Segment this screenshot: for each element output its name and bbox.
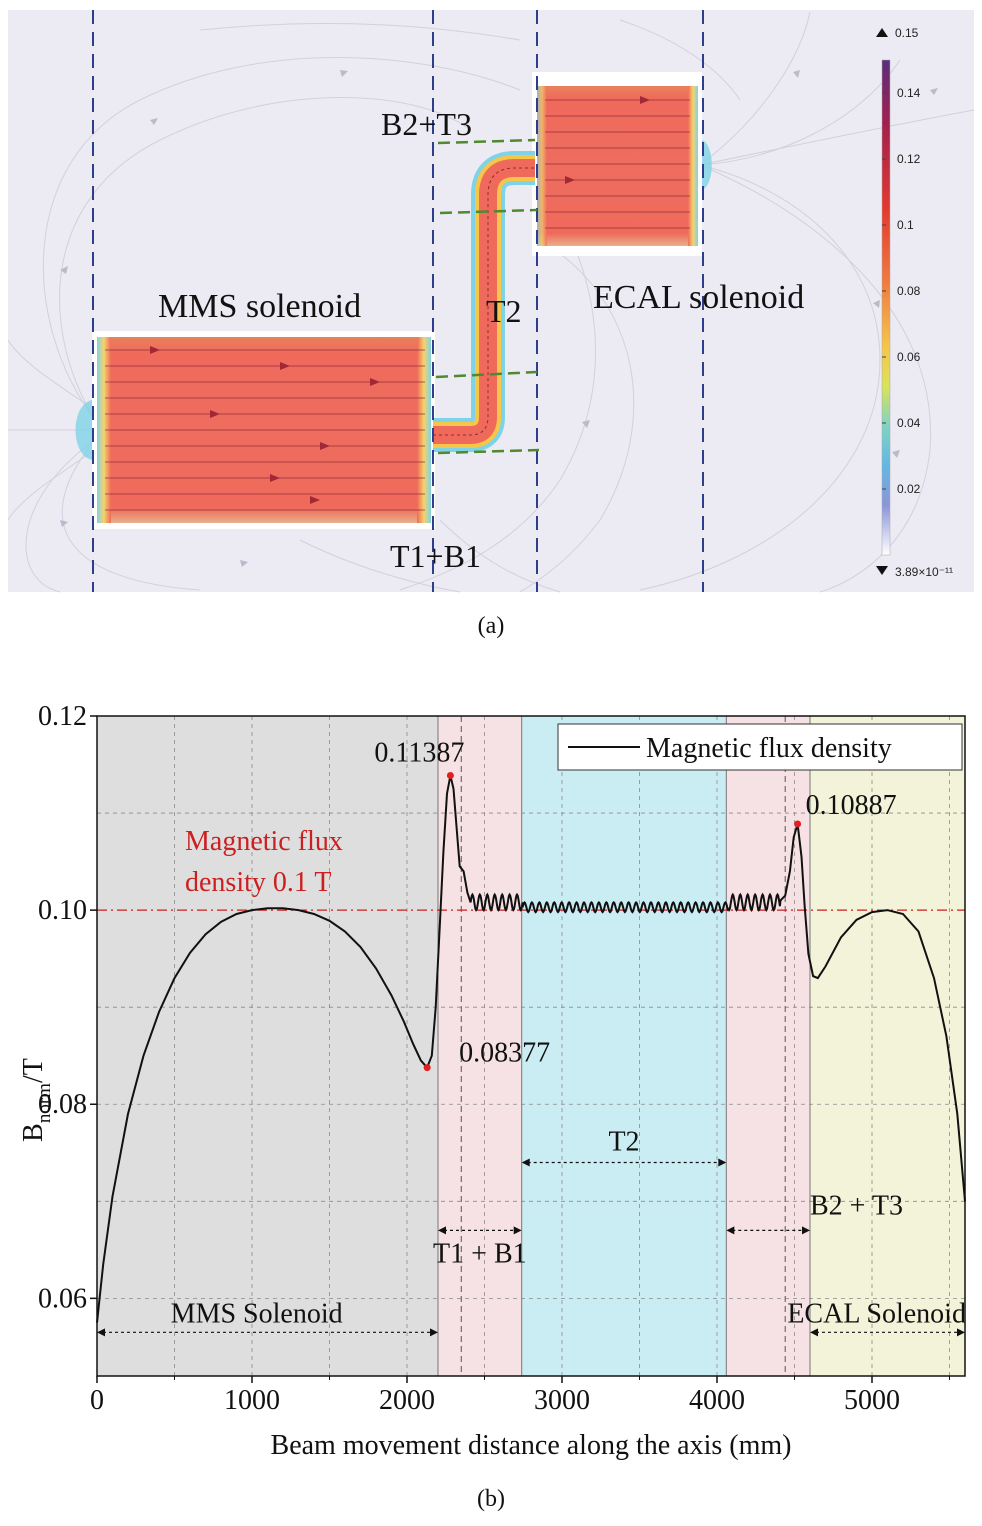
arrowhead-left-icon xyxy=(810,1328,818,1337)
x-tick-label: 2000 xyxy=(379,1385,435,1416)
legend: Magnetic flux density xyxy=(557,723,963,771)
mms-solenoid-body xyxy=(92,331,435,529)
arrowhead-right-icon xyxy=(802,1226,810,1235)
flux-density-curve xyxy=(96,775,966,1323)
axes-layer: 0 1000 2000 3000 4000 5000 0.06 0.08 0.10 0.12 xyxy=(38,701,966,1416)
panel-b-caption: (b) xyxy=(477,1486,505,1512)
chart-labels: MMS Solenoid T1 + B1 T2 B2 + T3 ECAL Solenoi… xyxy=(97,1126,966,1337)
colorbar-max-label: 0.15 xyxy=(895,26,919,40)
colorbar-tick-label: 0.08 xyxy=(897,284,921,298)
arrowhead-right-icon xyxy=(513,1226,522,1235)
ecal-solenoid-label: ECAL solenoid xyxy=(593,279,804,316)
region-span-label: T2 xyxy=(608,1126,639,1157)
legend-label: Magnetic flux density xyxy=(646,733,892,764)
region-span-label: MMS Solenoid xyxy=(171,1298,343,1329)
region-band xyxy=(97,716,438,1376)
y-tick-label: 0.06 xyxy=(38,1283,87,1314)
arrowhead-right-icon xyxy=(957,1328,965,1337)
y-axis-title-main: B xyxy=(18,1123,49,1142)
annotated-point xyxy=(446,771,454,779)
region-band xyxy=(438,716,522,1376)
reference-label-line2: density 0.1 T xyxy=(185,867,331,898)
region-span-label: T1 + B1 xyxy=(433,1238,527,1269)
colorbar-tick-label: 0.02 xyxy=(897,482,921,496)
annotated-point xyxy=(794,820,802,828)
arrowhead-right-icon xyxy=(718,1158,727,1167)
colorbar-max-marker-icon xyxy=(876,28,888,37)
x-tick-label: 4000 xyxy=(689,1385,745,1416)
mms-solenoid-label: MMS solenoid xyxy=(158,288,361,325)
panel-a-caption: (a) xyxy=(477,613,505,639)
colorbar-tick-label: 0.12 xyxy=(897,152,921,166)
x-tick-label: 1000 xyxy=(224,1385,280,1416)
x-axis-title: Beam movement distance along the axis (m… xyxy=(271,1430,792,1461)
y-tick-label: 0.08 xyxy=(38,1089,87,1120)
x-tick-label: 5000 xyxy=(844,1385,900,1416)
arrowhead-right-icon xyxy=(430,1328,438,1337)
colorbar-tick-label: 0.06 xyxy=(897,350,921,364)
arrowhead-left-icon xyxy=(726,1226,735,1235)
grid-layer xyxy=(97,716,965,1376)
x-tick-label: 0 xyxy=(90,1385,104,1416)
colorbar: 0.15 3.89×10⁻¹¹ 0.14 0.12 0.1 0.08 0.06 0.04 0… xyxy=(876,26,953,579)
field-arrows xyxy=(60,70,938,567)
y-axis-title-tail: /T xyxy=(18,1058,49,1083)
arrowhead-left-icon xyxy=(521,1158,530,1167)
colorbar-min-label: 3.89×10⁻¹¹ xyxy=(895,565,953,579)
regions-layer xyxy=(97,716,965,1376)
reference-label-line1: Magnetic flux xyxy=(185,826,343,857)
b2t3-label: B2+T3 xyxy=(381,106,472,142)
colorbar-tick-label: 0.14 xyxy=(897,86,921,100)
region-band xyxy=(810,716,965,1376)
colorbar-gradient xyxy=(881,59,891,556)
colorbar-tick-label: 0.1 xyxy=(897,218,914,232)
y-tick-label: 0.12 xyxy=(38,701,87,732)
annotation-label: 0.08377 xyxy=(459,1038,550,1069)
transport-pipe xyxy=(433,151,535,452)
arrowhead-left-icon xyxy=(438,1226,446,1235)
flux-density-chart: 0.11387 0.08377 0.10887 0 1000 2000 3000 4000 5… xyxy=(18,701,966,1461)
region-band xyxy=(521,716,727,1376)
region-band xyxy=(726,716,810,1376)
region-span-label: ECAL Solenoid xyxy=(787,1298,966,1329)
ecal-fringe-right xyxy=(702,140,712,190)
arrowhead-left-icon xyxy=(97,1328,105,1337)
y-axis-title-sub: norm xyxy=(34,1083,55,1123)
colorbar-min-marker-icon xyxy=(876,566,888,575)
mms-fringe-left xyxy=(75,400,92,460)
region-span-label: B2 + T3 xyxy=(810,1190,903,1221)
colorbar-tick-label: 0.04 xyxy=(897,416,921,430)
plot-frame xyxy=(96,715,966,1377)
field-simulation-panel: MMS solenoid ECAL solenoid B2+T3 T2 T1+B… xyxy=(7,10,975,593)
annotated-points: 0.11387 0.08377 0.10887 xyxy=(374,737,897,1072)
y-axis-title: Bnorm/T xyxy=(18,1058,55,1142)
x-tick-label: 3000 xyxy=(534,1385,590,1416)
annotation-label: 0.10887 xyxy=(806,790,897,821)
ecal-solenoid-body xyxy=(532,72,702,256)
y-tick-label: 0.10 xyxy=(38,895,87,926)
field-lines xyxy=(7,11,975,593)
t1b1-label: T1+B1 xyxy=(390,538,481,574)
region-separators xyxy=(92,10,704,592)
t2-label: T2 xyxy=(486,293,522,329)
section-lines xyxy=(435,138,540,455)
boundary-layer xyxy=(437,716,811,1376)
annotation-label: 0.11387 xyxy=(374,737,464,768)
annotated-point xyxy=(423,1064,431,1072)
